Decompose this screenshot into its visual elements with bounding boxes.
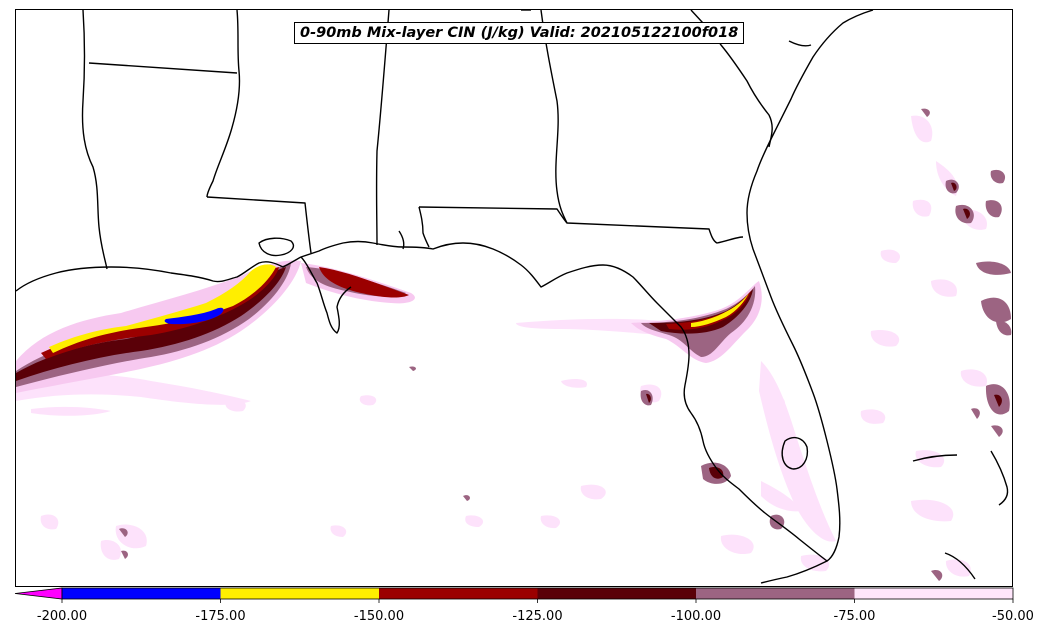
cin-band-west-yellow xyxy=(49,264,276,353)
map-canvas xyxy=(16,10,1012,584)
coastline-gulf xyxy=(16,10,874,562)
map-boundaries xyxy=(16,10,1009,584)
map-panel: 0-90mb Mix-layer CIN (J/kg) Valid: 20210… xyxy=(15,9,1013,587)
cin-small-blotches xyxy=(119,108,1012,581)
border-al-ga xyxy=(540,10,568,224)
bahamas-3 xyxy=(944,552,976,580)
border-ms-river xyxy=(206,10,241,198)
cin-band-west-red xyxy=(41,267,279,359)
border-tx-la xyxy=(81,10,108,270)
mobile-bay xyxy=(398,230,405,250)
border-ms-al xyxy=(375,10,390,246)
border-al-fl xyxy=(418,206,744,244)
lake-pontchartrain xyxy=(258,237,295,257)
colorbar-bin-1 xyxy=(220,588,379,599)
lake-okeechobee xyxy=(781,436,809,470)
colorbar-bin-3 xyxy=(537,588,696,599)
colorbar-tick-label: -175.00 xyxy=(195,609,246,624)
cin-field xyxy=(16,108,1012,581)
coastline-ms-delta xyxy=(300,256,352,334)
border-ar-la xyxy=(88,62,238,74)
colorbar-extend-min xyxy=(14,587,63,600)
colorbar-tick-label: -75.00 xyxy=(833,609,876,624)
bahamas-2 xyxy=(990,450,1009,506)
colorbar-tick-label: -150.00 xyxy=(353,609,405,624)
cin-band-west-blue xyxy=(164,307,224,325)
colorbar-tick-label: -200.00 xyxy=(36,609,88,624)
colorbar-bin-0 xyxy=(62,588,221,599)
border-fl-west xyxy=(418,206,430,248)
cin-band-fl-yellow xyxy=(691,293,749,327)
colorbar-bin-4 xyxy=(696,588,855,599)
florida-keys xyxy=(760,560,828,584)
colorbar-tick-label: -125.00 xyxy=(512,609,563,624)
border-la-ms-south xyxy=(206,196,312,254)
cin-band-fl-dark xyxy=(649,289,753,334)
colorbar-tick-label: -50.00 xyxy=(992,609,1034,624)
colorbar xyxy=(14,587,1014,603)
sc-island xyxy=(788,40,812,47)
bahamas-1 xyxy=(912,454,958,462)
cin-band-ms-red xyxy=(319,267,409,298)
cin-band-west-dark xyxy=(16,267,286,381)
colorbar-bin-5 xyxy=(854,588,1013,599)
colorbar-tick-label: -100.00 xyxy=(670,609,722,624)
map-title: 0-90mb Mix-layer CIN (J/kg) Valid: 20210… xyxy=(294,22,745,44)
colorbar-bin-2 xyxy=(379,588,538,599)
